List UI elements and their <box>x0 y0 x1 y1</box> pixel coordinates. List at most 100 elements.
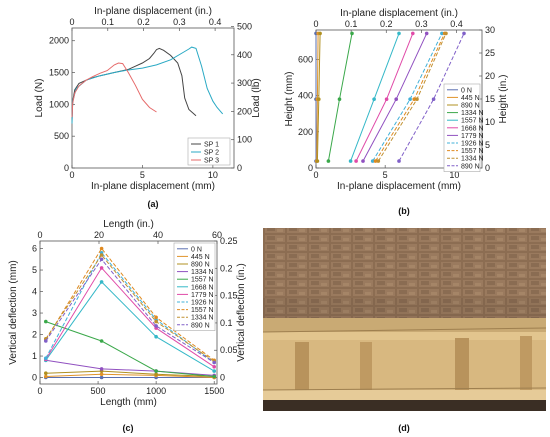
data-point <box>408 97 412 101</box>
y-tick-label: 1000 <box>49 99 69 109</box>
series-line <box>362 33 428 162</box>
legend-entry: 1668 N <box>191 284 214 291</box>
y-tick-label: 400 <box>298 91 313 101</box>
x-tick-label: 0 <box>313 170 318 180</box>
x-tick-label: 0 <box>37 386 42 396</box>
data-point <box>394 97 399 101</box>
x2-tick-label: 0.2 <box>380 19 393 29</box>
data-point <box>99 246 104 251</box>
y2-tick-label: 100 <box>237 135 252 145</box>
y-tick-label: 500 <box>54 131 69 141</box>
y-tick-label: 6 <box>32 244 37 254</box>
series-line <box>45 321 215 377</box>
y2-tick-label: 5 <box>485 140 490 150</box>
x-tick-label: 500 <box>91 386 106 396</box>
data-point <box>212 365 216 369</box>
legend-entry: 445 N <box>461 95 480 102</box>
data-point <box>99 266 104 270</box>
x2-axis-label: Length (in.) <box>103 219 154 230</box>
series-line <box>45 370 215 377</box>
series-line <box>377 33 447 162</box>
x2-tick-label: 0.1 <box>345 19 358 29</box>
series-line <box>45 267 215 368</box>
legend-entry: 1779 N <box>461 133 484 140</box>
x-tick-label: 10 <box>449 170 459 180</box>
data-point <box>212 374 216 379</box>
series-line <box>45 251 215 363</box>
y2-tick-label: 0 <box>237 163 242 173</box>
y-tick-label: 5 <box>32 265 37 275</box>
series-line <box>45 373 215 378</box>
y-tick-label: 0 <box>64 163 69 173</box>
y2-tick-label: 15 <box>485 94 495 104</box>
legend-entry: 1334 N <box>461 110 484 117</box>
x2-tick-label: 20 <box>94 230 104 240</box>
x2-tick-label: 0.4 <box>209 17 222 27</box>
chart-panel-b: 0 5 10 0 200 400 600 0 0.1 0.2 0.3 0.4 0 5 10 15 20 25 30 I… <box>284 8 509 216</box>
y2-tick-label: 25 <box>485 48 495 58</box>
series-line <box>45 258 215 363</box>
x2-tick-label: 0 <box>313 19 318 29</box>
y2-tick-label: 0 <box>485 163 490 173</box>
data-point <box>44 371 48 376</box>
legend-entry: 1779 N <box>191 292 214 299</box>
data-point <box>326 159 331 163</box>
data-point <box>315 159 320 163</box>
y-tick-label: 4 <box>32 287 37 297</box>
data-point <box>444 31 448 36</box>
y-tick-label: 3 <box>32 308 37 318</box>
x-axis-label: Length (mm) <box>100 397 157 408</box>
x2-tick-label: 0.3 <box>415 19 428 29</box>
data-point <box>99 375 104 380</box>
data-point <box>318 31 322 36</box>
data-point <box>154 324 158 328</box>
data-point <box>154 334 158 339</box>
data-point <box>317 97 321 101</box>
x2-tick-label: 0.2 <box>137 17 150 27</box>
panel-label-a: (a) <box>148 199 159 209</box>
data-point <box>348 159 353 163</box>
y-tick-label: 1500 <box>49 68 69 78</box>
data-point <box>411 31 415 36</box>
data-point <box>376 159 381 163</box>
data-point <box>99 253 104 257</box>
y2-axis-label: Height (in.) <box>498 75 509 124</box>
x2-tick-label: 0.1 <box>102 17 115 27</box>
y-tick-label: 2000 <box>49 36 69 46</box>
series-line <box>45 359 215 376</box>
data-point <box>412 97 417 101</box>
data-point <box>154 369 158 373</box>
x-tick-label: 5 <box>140 170 145 180</box>
legend-entry: 1334 N <box>191 315 214 322</box>
y2-tick-label: 300 <box>237 78 252 88</box>
legend-entry: 1668 N <box>461 125 484 132</box>
legend-entry: 1926 N <box>191 300 214 307</box>
y2-tick-label: 20 <box>485 71 495 81</box>
x2-tick-label: 40 <box>153 230 163 240</box>
series-line <box>45 247 215 361</box>
data-point <box>370 159 375 163</box>
x2-tick-label: 60 <box>212 230 222 240</box>
y-tick-label: 0 <box>32 373 37 383</box>
legend-entry: 890 N <box>461 103 480 110</box>
data-point <box>350 31 354 36</box>
data-point <box>99 257 104 262</box>
y-tick-label: 2 <box>32 330 37 340</box>
x-axis-label: In-plane displacement (mm) <box>337 181 461 192</box>
data-point <box>44 356 48 361</box>
x-tick-label: 1000 <box>146 386 166 396</box>
y2-tick-label: 500 <box>237 21 252 31</box>
series-line <box>45 281 215 372</box>
data-point <box>99 372 104 377</box>
data-point <box>361 159 365 163</box>
series-line <box>71 46 224 124</box>
data-point <box>99 339 104 343</box>
y2-tick-label: 200 <box>237 106 252 116</box>
data-point <box>99 367 104 371</box>
data-point <box>44 374 48 379</box>
x2-tick-label: 0.4 <box>450 19 463 29</box>
y2-axis-label: Load (lb) <box>251 78 262 117</box>
y2-tick-label: 0.25 <box>220 236 238 246</box>
x2-axis-label: In-plane displacement (in.) <box>94 6 212 17</box>
